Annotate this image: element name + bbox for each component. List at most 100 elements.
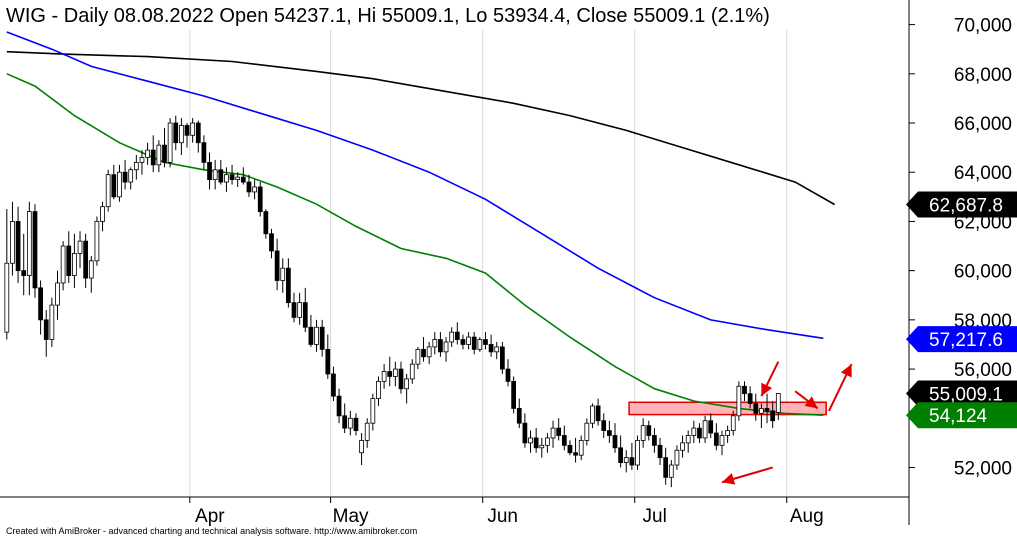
- candle-body: [314, 326, 319, 345]
- candle-body: [179, 125, 184, 144]
- series-line-ma200: [6, 50, 835, 206]
- candle-body: [539, 444, 545, 449]
- candle-body: [415, 348, 421, 365]
- candle-body: [432, 339, 438, 348]
- candle-body: [488, 344, 494, 353]
- candle-body: [516, 408, 522, 424]
- candle-body: [640, 425, 646, 441]
- candle-body: [94, 221, 100, 262]
- candle-body: [32, 211, 38, 289]
- chart-title: WIG - Daily 08.08.2022 Open 54237.1, Hi …: [6, 5, 770, 27]
- candle-body: [139, 157, 145, 163]
- candle-body: [133, 161, 139, 171]
- candle-body: [668, 464, 674, 478]
- candle-body: [105, 174, 111, 208]
- candle-body: [550, 427, 556, 439]
- candle-body: [775, 393, 781, 413]
- candle-body: [770, 410, 776, 422]
- candlesticks: [4, 115, 781, 488]
- candle-body: [381, 371, 387, 382]
- candle-body: [246, 181, 252, 193]
- candle-body: [398, 368, 404, 390]
- candle-body: [117, 171, 122, 198]
- candle-body: [652, 435, 657, 446]
- candle-body: [736, 385, 742, 417]
- candle-body: [325, 348, 331, 375]
- candle-body: [167, 122, 173, 163]
- candle-body: [128, 169, 134, 183]
- candle-body: [590, 405, 595, 424]
- candle-body: [291, 302, 297, 318]
- candle-body: [297, 302, 303, 318]
- candle-body: [212, 169, 218, 181]
- arrow-head: [840, 364, 852, 378]
- candle-body: [370, 398, 376, 424]
- x-tick-label: May: [333, 506, 369, 527]
- candle-body: [730, 415, 736, 431]
- candle-body: [263, 211, 269, 235]
- candle-body: [387, 371, 393, 377]
- candle-body: [122, 171, 128, 183]
- candle-body: [269, 233, 274, 252]
- candle-body: [606, 430, 612, 436]
- candle-body: [229, 174, 235, 181]
- value-tags: 62,687.8 57,217.6 55,009.154,124: [906, 191, 1017, 429]
- candle-body: [719, 435, 725, 446]
- candle-body: [499, 346, 505, 370]
- candle-body: [713, 432, 719, 446]
- candle-body: [460, 339, 466, 345]
- candle-body: [528, 437, 533, 444]
- candle-body: [747, 393, 753, 404]
- y-tick-label: 64,000: [954, 163, 1012, 184]
- candle-body: [72, 253, 77, 276]
- value-tag-label: 57,217.6: [929, 330, 1003, 351]
- candle-body: [753, 403, 759, 414]
- candle-body: [308, 326, 314, 345]
- candle-body: [759, 408, 764, 414]
- candle-body: [449, 331, 455, 343]
- candle-body: [438, 339, 443, 353]
- value-tag-bg: [906, 326, 1017, 353]
- candle-body: [601, 420, 607, 431]
- candle-body: [443, 341, 449, 353]
- candle-body: [286, 267, 291, 304]
- candle-body: [364, 422, 370, 441]
- candle-body: [319, 326, 325, 350]
- candle-body: [567, 444, 573, 454]
- candle-body: [629, 457, 635, 466]
- candle-body: [190, 122, 196, 136]
- candle-body: [4, 262, 10, 333]
- credit-text: Created with AmiBroker - advanced charti…: [6, 526, 417, 536]
- candle-body: [43, 319, 49, 340]
- candle-body: [454, 331, 460, 340]
- series-line-ma100: [6, 31, 824, 340]
- candle-body: [280, 267, 286, 281]
- candle-body: [60, 245, 66, 284]
- candle-body: [150, 149, 156, 166]
- candle-body: [156, 144, 162, 166]
- candle-body: [702, 420, 708, 439]
- candle-body: [38, 287, 43, 321]
- candle-body: [618, 447, 623, 463]
- candle-body: [573, 452, 578, 456]
- candle-body: [612, 435, 618, 449]
- arrow-head: [721, 473, 736, 485]
- x-tick-label: Aug: [790, 506, 824, 527]
- candle-body: [511, 380, 516, 409]
- candle-body: [708, 420, 714, 434]
- value-tag-bg: [906, 402, 1017, 429]
- candle-body: [494, 346, 500, 353]
- candle-body: [77, 240, 83, 254]
- candle-body: [471, 336, 477, 350]
- candle-body: [680, 442, 685, 451]
- candle-body: [466, 336, 471, 345]
- candle-body: [691, 427, 697, 436]
- y-tick-label: 68,000: [954, 65, 1012, 86]
- candle-body: [505, 368, 511, 382]
- candle-body: [195, 122, 201, 144]
- candle-body: [342, 415, 348, 429]
- candle-body: [663, 457, 669, 478]
- candle-body: [404, 378, 410, 390]
- candle-body: [26, 211, 32, 276]
- moving-averages: [6, 31, 835, 416]
